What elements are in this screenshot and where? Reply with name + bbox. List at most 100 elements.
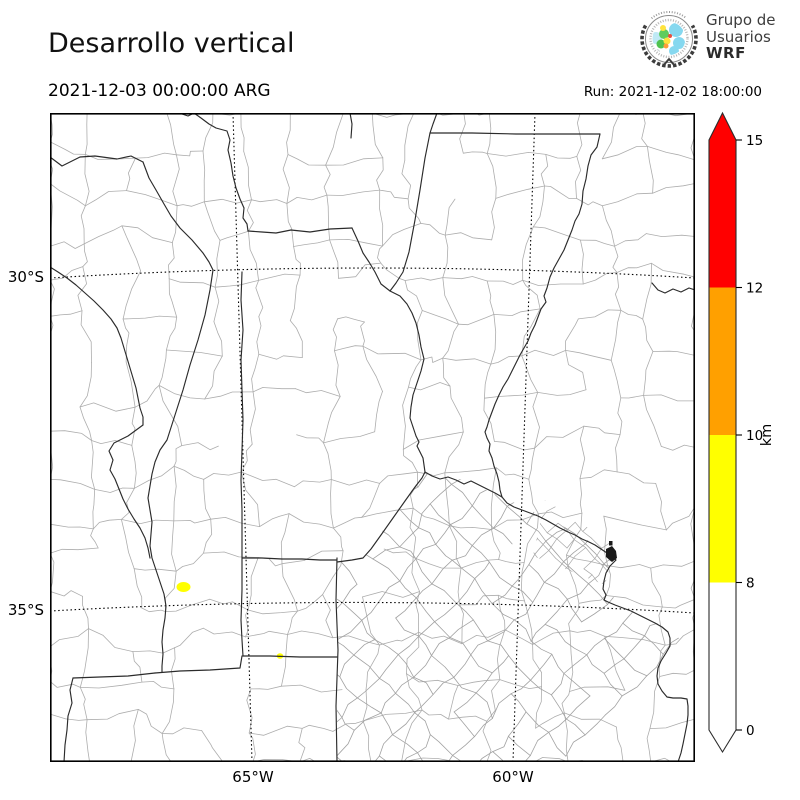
boundary-line (522, 279, 584, 286)
valid-time-label: 2021-12-03 00:00:00 ARG (48, 81, 271, 101)
boundary-line (379, 654, 399, 679)
boundary-line (338, 559, 358, 585)
boundary-line (161, 727, 203, 735)
boundary-line (522, 279, 541, 310)
boundary-line (374, 639, 399, 655)
boundary-line (530, 653, 553, 681)
boundary-line (281, 550, 344, 565)
boundary-line (176, 201, 205, 207)
boundary-line (361, 599, 381, 621)
boundary-line (374, 391, 383, 433)
boundary-line (530, 624, 546, 642)
boundary-line (134, 465, 175, 489)
boundary-line (655, 483, 667, 531)
boundary-line (379, 631, 419, 646)
logo-emblem-icon (640, 11, 698, 68)
boundary-line (214, 280, 259, 288)
run-time-label: Run: 2021-12-02 18:00:00 (583, 84, 762, 100)
boundary-line (566, 521, 576, 531)
boundary-line (583, 558, 596, 570)
boundary-line (323, 442, 332, 480)
boundary-line (337, 602, 343, 623)
boundary-line (583, 425, 621, 435)
boundary-line (484, 363, 492, 399)
boundary-line (121, 519, 135, 570)
caba-dot (609, 541, 613, 546)
boundary-line (574, 521, 584, 532)
boundary-line (379, 734, 393, 757)
boundary-line (545, 154, 578, 159)
boundary-line (651, 282, 695, 294)
colorbar-band-12-15 (709, 140, 736, 288)
boundary-line (411, 557, 420, 592)
boundary-line (458, 314, 495, 326)
boundary-line (442, 357, 451, 387)
boundary-line (82, 243, 88, 267)
boundary-line (372, 558, 401, 582)
boundary-line (581, 604, 608, 623)
boundary-line (435, 755, 453, 762)
boundary-line (418, 635, 432, 656)
boundary-line (460, 559, 499, 569)
colorbar-tick-labels: 15 12 10 8 0 (746, 133, 763, 739)
boundary-line (429, 483, 452, 505)
boundary-line (511, 564, 530, 587)
boundary-line (404, 113, 415, 161)
boundary-line (604, 695, 623, 716)
boundary-line (442, 276, 488, 282)
gridline-30s (50, 267, 695, 279)
map-background (50, 113, 695, 762)
boundary-line (543, 561, 564, 583)
boundary-line (566, 554, 609, 566)
boundary-line (201, 730, 224, 762)
boundary-line (337, 729, 355, 757)
boundary-line (86, 709, 139, 721)
boundary-line (333, 527, 344, 552)
boundary-line (256, 316, 262, 355)
boundary-line (168, 278, 216, 288)
boundary-line (323, 431, 376, 444)
boundary-line (72, 672, 156, 679)
boundary-line (406, 673, 423, 711)
boundary-line (50, 713, 88, 721)
boundary-line (510, 679, 531, 695)
boundary-line (209, 598, 249, 611)
boundary-line (421, 709, 449, 720)
boundary-line (532, 644, 542, 688)
boundary-line (133, 568, 177, 572)
gridline-35s (50, 601, 695, 614)
boundary-line (258, 353, 303, 360)
boundary-line (616, 262, 652, 273)
map-frame (50, 113, 695, 762)
boundary-line (444, 232, 493, 241)
boundary-line (546, 532, 558, 540)
boundary-line (141, 607, 166, 613)
boundary-line (323, 164, 331, 196)
boundary-line (486, 279, 524, 285)
boundary-line (528, 447, 535, 480)
boundary-line (538, 550, 550, 560)
boundary-line (298, 728, 306, 762)
boundary-line (607, 564, 652, 569)
boundary-line (532, 185, 545, 228)
boundary-line (616, 726, 624, 762)
boundary-line (50, 241, 85, 249)
boundary-line (329, 239, 339, 279)
boundary-line (79, 402, 136, 412)
boundary-line (377, 245, 383, 264)
boundary-line (337, 756, 361, 762)
boundary-line (333, 516, 363, 529)
boundary-line (219, 230, 249, 241)
boundary-line (418, 503, 431, 529)
boundary-line (404, 280, 423, 311)
boundary-line (395, 505, 419, 529)
boundary-line (459, 594, 499, 606)
boundary-line (579, 478, 583, 514)
boundary-line (569, 686, 626, 692)
boundary-line (337, 693, 343, 718)
colorbar-band-10-12 (709, 287, 736, 435)
boundary-line (50, 523, 94, 530)
boundary-line (544, 598, 568, 625)
boundary-line (486, 153, 497, 199)
boundary-line (491, 198, 497, 241)
